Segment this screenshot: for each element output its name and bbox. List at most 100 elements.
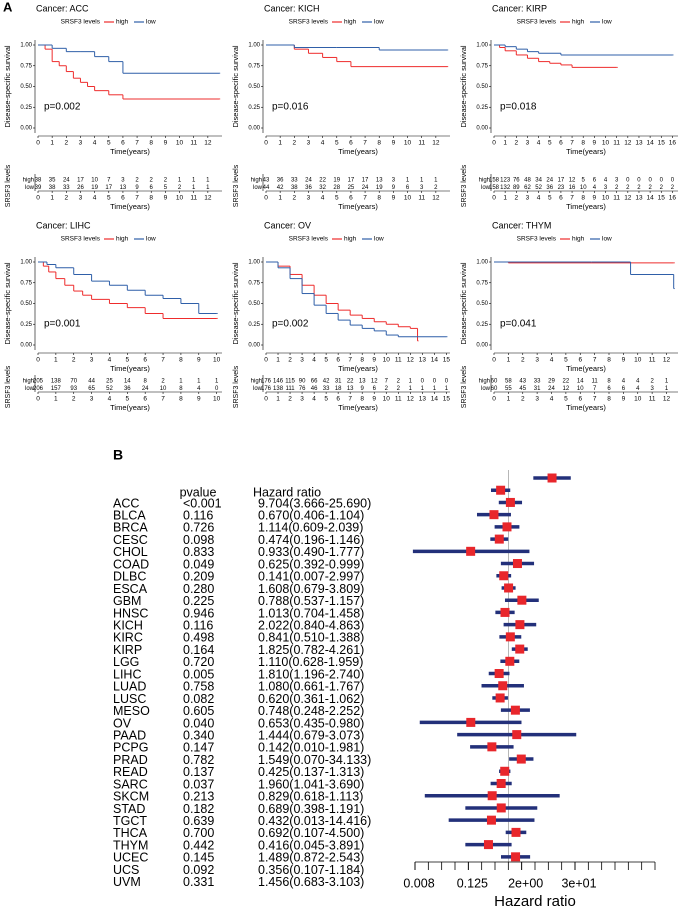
risk-count: 1 [192,185,196,191]
x-tick-label: 0.125 [457,876,488,890]
p-value: 0.946 [183,606,214,620]
x-tick-label: 5 [107,140,111,147]
risk-count: 24 [142,386,149,392]
risk-row-name: low [253,185,263,191]
p-value: 0.720 [183,655,214,669]
x-tick-label: 0 [492,357,496,364]
risk-count: 23 [558,185,565,191]
risk-x-tick-label: 1 [503,195,507,202]
y-tick-label: 0.50 [248,84,260,90]
risk-x-tick-label: 4 [312,396,316,403]
x-tick-label: 12 [624,140,632,147]
risk-x-tick-label: 7 [363,195,367,202]
risk-count: 13 [347,386,354,392]
legend-title: SRSF3 levels [289,236,329,243]
legend-label: high [344,19,357,26]
x-tick-label: 8 [581,140,585,147]
risk-x-tick-label: 15 [658,195,666,202]
hazard-ratio-text: 1.608(0.679-3.809) [258,582,364,596]
row-label: MESO [113,704,150,718]
risk-count: 24 [305,178,312,184]
risk-row-name: low [253,386,263,392]
p-value: p=0.018 [500,102,537,113]
y-tick-label: 1.00 [476,43,488,49]
risk-count: 22 [563,379,570,385]
risk-count: 176 [261,386,272,392]
y-tick-label: 0.50 [20,84,32,90]
x-tick-label: 1 [50,140,54,147]
y-tick-label: 0.75 [476,63,488,69]
risk-x-tick-label: 0 [36,396,40,403]
x-axis-label: Time(years) [338,364,378,373]
risk-x-tick-label: 6 [559,195,563,202]
risk-count: 2 [397,386,401,392]
risk-count: 12 [569,178,576,184]
p-value: 0.758 [183,680,214,694]
risk-table-label: SRSF3 levels [5,365,12,408]
risk-count: 38 [35,178,42,184]
risk-x-axis-label: Time(years) [110,403,150,412]
p-value: 0.331 [183,875,214,889]
risk-count: 4 [197,386,201,392]
hazard-ratio-point [499,571,509,581]
x-tick-label: 9 [164,140,168,147]
row-label: SARC [113,777,148,791]
hazard-ratio-point [515,644,525,654]
p-value: 0.213 [183,790,214,804]
x-tick-label: 4 [550,357,554,364]
risk-x-tick-label: 6 [121,195,125,202]
x-axis-label: Time(years) [566,364,606,373]
hazard-ratio-text: 0.620(0.361-1.062) [258,692,364,706]
risk-count: 6 [406,185,410,191]
p-value: 0.164 [183,643,214,657]
risk-count: 76 [513,178,520,184]
p-value: p=0.002 [44,102,81,113]
x-tick-label: 9 [197,357,201,364]
hazard-ratio-point [494,669,504,679]
p-value: 0.147 [183,741,214,755]
x-tick-label: 15 [443,357,451,364]
risk-count: 60 [491,379,498,385]
hazard-ratio-text: 0.692(0.107-4.500) [258,826,364,840]
y-tick-label: 0.25 [20,322,32,328]
y-tick-label: 0.50 [476,301,488,307]
risk-count: 4 [636,386,640,392]
hazard-ratio-text: 0.356(0.107-1.184) [258,863,364,877]
risk-x-tick-label: 3 [526,195,530,202]
risk-count: 24 [362,185,369,191]
risk-count: 24 [548,386,555,392]
risk-count: 5 [164,185,168,191]
x-tick-label: 3 [90,357,94,364]
risk-x-tick-label: 13 [635,195,643,202]
risk-x-tick-label: 11 [395,396,402,403]
risk-count: 2 [660,185,664,191]
risk-x-tick-label: 9 [392,195,396,202]
risk-x-tick-label: 8 [581,195,585,202]
y-tick-label: 0.00 [248,343,260,349]
p-value: 0.726 [183,521,214,535]
risk-x-tick-label: 5 [564,396,568,403]
risk-count: 31 [534,386,541,392]
risk-count: 44 [263,185,270,191]
risk-count: 3 [604,185,608,191]
risk-count: 1 [421,386,425,392]
x-tick-label: 1 [276,357,280,364]
x-tick-label: 9 [372,357,376,364]
x-tick-label: 5 [335,140,339,147]
p-value: p=0.001 [44,319,81,330]
risk-x-tick-label: 9 [164,195,168,202]
risk-count: 10 [91,178,98,184]
p-value: 0.040 [183,716,214,730]
risk-count: 46 [311,386,318,392]
x-tick-label: 15 [658,140,666,147]
x-tick-label: 3 [526,140,530,147]
legend-label: low [374,236,384,243]
p-value: 0.639 [183,814,214,828]
x-tick-label: 4 [108,357,112,364]
hazard-ratio-text: 9.704(3.666-25.690) [258,496,371,510]
risk-count: 1 [206,185,210,191]
hazard-ratio-text: 0.432(0.013-14.416) [258,814,371,828]
y-tick-label: 0.00 [476,343,488,349]
hazard-ratio-text: 0.142(0.010-1.981) [258,741,364,755]
x-axis-label: Hazard ratio [494,893,576,910]
